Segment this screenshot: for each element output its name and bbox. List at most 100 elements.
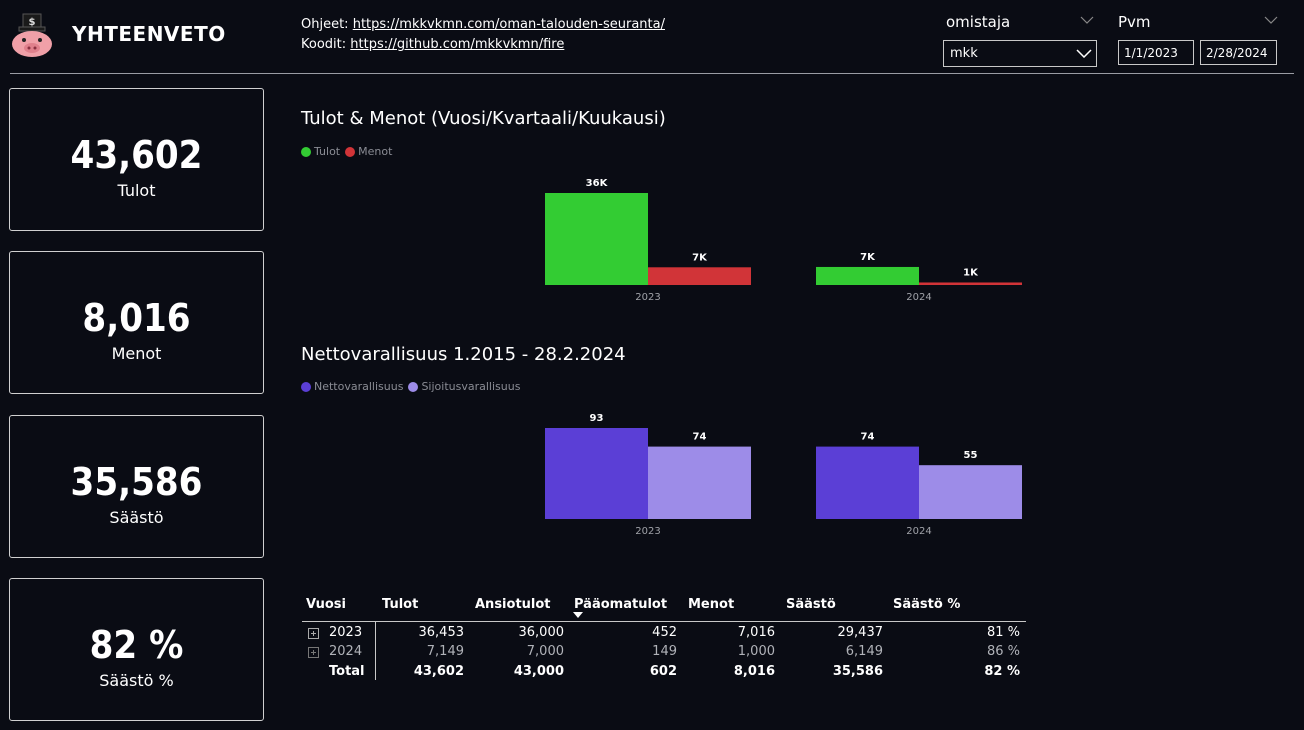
legend-dot-icon (345, 146, 356, 157)
start-date-input[interactable]: 1/1/2023 (1118, 40, 1194, 65)
bar-nettovarallisuus-2023[interactable] (545, 428, 648, 519)
data-label: 7K (860, 252, 876, 263)
table-column-divider (375, 622, 376, 680)
col-header-ansiotulot[interactable]: Ansiotulot (475, 597, 551, 612)
table-total-row: Total 43,602 43,000 602 8,016 35,586 82 … (302, 664, 1026, 684)
cell-ansiotulot: 43,000 (513, 664, 564, 679)
owner-slicer-collapse-icon[interactable] (1080, 16, 1094, 24)
cell-year: 2023 (329, 625, 363, 640)
legend-label: Tulot (314, 145, 341, 158)
x-tick-label: 2024 (906, 292, 931, 303)
cell-ansiotulot: 7,000 (526, 644, 564, 659)
col-header-saasto-pct[interactable]: Säästö % (893, 597, 961, 612)
svg-text:$: $ (29, 17, 36, 28)
legend-item-tulot[interactable]: Tulot (301, 145, 340, 158)
cell-menot: 8,016 (733, 664, 775, 679)
chart-title-net-worth: Nettovarallisuus 1.2015 - 28.2.2024 (301, 344, 626, 365)
cell-total-label: Total (329, 664, 365, 679)
cell-tulot: 36,453 (418, 625, 465, 640)
instructions-label: Ohjeet: (301, 17, 349, 32)
legend-item-menot[interactable]: Menot (345, 145, 392, 158)
cell-saasto: 35,586 (832, 664, 883, 679)
kpi-label: Säästö % (99, 671, 174, 690)
instructions-link[interactable]: https://mkkvkmn.com/oman-talouden-seuran… (352, 17, 665, 32)
chevron-down-icon (1076, 49, 1092, 58)
cell-paaomatulot: 452 (652, 625, 677, 640)
kpi-value: 8,016 (82, 296, 191, 340)
kpi-value: 35,586 (70, 460, 203, 504)
owner-slicer-label: omistaja (946, 13, 1011, 31)
expand-icon[interactable] (308, 628, 319, 639)
x-tick-label: 2024 (906, 526, 931, 537)
cell-saasto-pct: 81 % (986, 625, 1020, 640)
owner-dropdown-value: mkk (950, 46, 978, 61)
legend-item-sijoitusvarallisuus[interactable]: Sijoitusvarallisuus (408, 380, 520, 393)
chart-title-income-expenses: Tulot & Menot (Vuosi/Kvartaali/Kuukausi) (301, 108, 666, 129)
code-link[interactable]: https://github.com/mkkvkmn/fire (350, 37, 565, 52)
kpi-card-tulot[interactable]: 43,602 Tulot (9, 88, 264, 231)
x-tick-label: 2023 (635, 292, 660, 303)
table-header-divider (302, 621, 1026, 622)
legend-item-nettovarallisuus[interactable]: Nettovarallisuus (301, 380, 403, 393)
bar-sijoitusvarallisuus-2023[interactable] (648, 446, 751, 519)
kpi-label: Menot (111, 344, 162, 363)
data-label: 74 (693, 432, 707, 443)
col-header-menot[interactable]: Menot (688, 597, 735, 612)
kpi-label: Tulot (117, 181, 156, 200)
cell-paaomatulot: 149 (652, 644, 677, 659)
cell-paaomatulot: 602 (649, 664, 677, 679)
code-label: Koodit: (301, 37, 347, 52)
sort-descending-icon[interactable] (573, 612, 583, 618)
kpi-card-saasto-pct[interactable]: 82 % Säästö % (9, 578, 264, 721)
owner-dropdown[interactable]: mkk (943, 40, 1097, 67)
cell-year: 2024 (329, 644, 363, 659)
legend-income-expenses: Tulot Menot (301, 145, 397, 158)
col-header-vuosi[interactable]: Vuosi (306, 597, 346, 612)
bar-nettovarallisuus-2024[interactable] (816, 446, 919, 519)
data-label: 55 (964, 450, 978, 461)
bar-sijoitusvarallisuus-2024[interactable] (919, 465, 1022, 519)
cell-saasto-pct: 82 % (984, 664, 1020, 679)
legend-label: Menot (358, 145, 393, 158)
bar-menot-2024[interactable] (919, 282, 1022, 285)
legend-dot-icon (301, 146, 311, 157)
kpi-card-saasto[interactable]: 35,586 Säästö (9, 415, 264, 558)
header-divider (10, 73, 1294, 74)
table-row: 2024 7,149 7,000 149 1,000 6,149 86 % (302, 644, 1026, 664)
data-label: 1K (963, 267, 979, 278)
bar-tulot-2024[interactable] (816, 266, 919, 285)
page-title: YHTEENVETO (72, 22, 226, 46)
bar-tulot-2023[interactable] (545, 193, 648, 285)
cell-ansiotulot: 36,000 (518, 625, 565, 640)
col-header-paaomatulot[interactable]: Pääomatulot (574, 597, 668, 612)
cell-menot: 7,016 (737, 625, 775, 640)
cell-saasto: 6,149 (845, 644, 883, 659)
data-label: 74 (861, 432, 875, 443)
cell-saasto-pct: 86 % (986, 644, 1020, 659)
data-label: 93 (590, 413, 604, 424)
end-date-input[interactable]: 2/28/2024 (1200, 40, 1277, 65)
instructions-link-row: Ohjeet: https://mkkvkmn.com/oman-taloude… (301, 17, 665, 32)
data-label: 7K (692, 252, 708, 263)
legend-label: Sijoitusvarallisuus (421, 380, 521, 393)
cell-menot: 1,000 (737, 644, 775, 659)
legend-label: Nettovarallisuus (314, 380, 404, 393)
cell-saasto: 29,437 (837, 625, 884, 640)
col-header-tulot[interactable]: Tulot (382, 597, 419, 612)
legend-dot-icon (301, 381, 311, 392)
table-row: 2023 36,453 36,000 452 7,016 29,437 81 % (302, 625, 1026, 645)
code-link-row: Koodit: https://github.com/mkkvkmn/fire (301, 37, 564, 52)
cell-tulot: 7,149 (426, 644, 464, 659)
kpi-value: 82 % (89, 623, 184, 667)
kpi-card-menot[interactable]: 8,016 Menot (9, 251, 264, 394)
cell-tulot: 43,602 (413, 664, 464, 679)
expand-icon[interactable] (308, 647, 319, 658)
kpi-value: 43,602 (70, 133, 203, 177)
bar-menot-2023[interactable] (648, 267, 751, 285)
date-slicer-collapse-icon[interactable] (1264, 16, 1278, 24)
kpi-label: Säästö (109, 508, 164, 527)
data-label: 36K (586, 178, 609, 189)
x-tick-label: 2023 (635, 526, 660, 537)
col-header-saasto[interactable]: Säästö (786, 597, 836, 612)
legend-net-worth: Nettovarallisuus Sijoitusvarallisuus (301, 380, 525, 393)
